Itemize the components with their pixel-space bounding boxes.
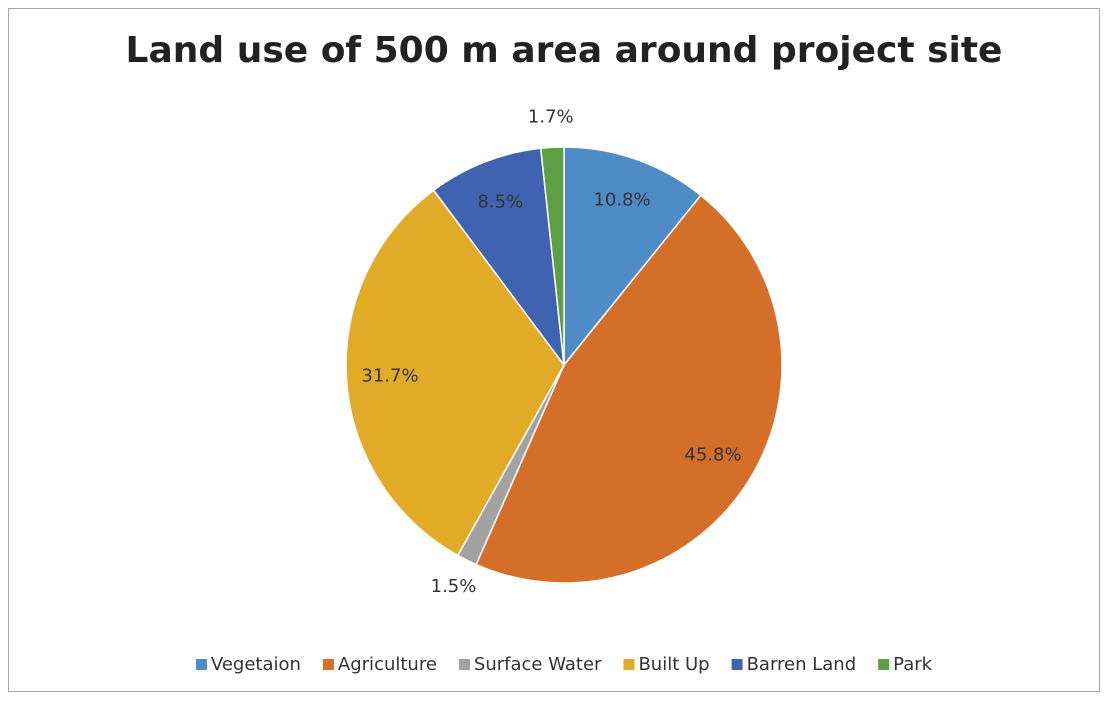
pie-slice — [345, 189, 565, 557]
data-label: 1.5% — [431, 576, 477, 597]
legend-label: Built Up — [638, 654, 709, 675]
legend-label: Park — [893, 654, 932, 675]
data-label: 31.7% — [361, 365, 418, 386]
pie-slice — [563, 146, 702, 368]
legend-swatch — [195, 659, 207, 670]
legend-swatch — [458, 659, 470, 670]
data-label: 45.8% — [684, 445, 741, 466]
chart-title: Land use of 500 m area around project si… — [126, 30, 1003, 71]
data-label: 8.5% — [477, 192, 523, 213]
pie-slice — [432, 147, 566, 368]
pie-slice — [475, 194, 783, 584]
legend-swatch — [878, 659, 890, 670]
data-label: 10.8% — [593, 190, 650, 211]
legend-label: Surface Water — [474, 654, 602, 675]
legend-label: Barren Land — [747, 654, 857, 675]
data-label: 1.7% — [528, 106, 574, 127]
pie-slice — [539, 146, 565, 366]
legend-label: Agriculture — [338, 654, 437, 675]
legend-swatch — [731, 659, 743, 670]
legend-label: Vegetaion — [211, 654, 301, 675]
legend-swatch — [623, 659, 635, 670]
legend-swatch — [322, 659, 334, 670]
